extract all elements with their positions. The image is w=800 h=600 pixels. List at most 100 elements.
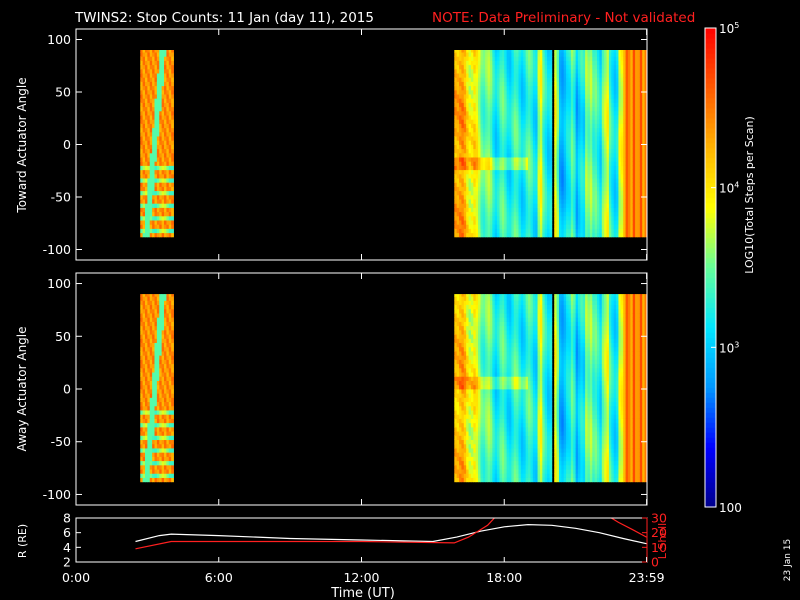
heatmap-cell bbox=[168, 393, 172, 398]
heatmap-cell bbox=[454, 426, 458, 432]
heatmap-cell bbox=[518, 68, 522, 74]
heatmap-cell bbox=[642, 77, 646, 82]
heatmap-cell bbox=[637, 50, 641, 53]
heatmap-cell bbox=[535, 73, 538, 78]
heatmap-cell bbox=[528, 102, 531, 108]
heatmap-cell bbox=[535, 207, 538, 213]
heatmap-cell bbox=[171, 317, 174, 322]
heatmap-cell bbox=[501, 123, 505, 129]
heatmap-cell bbox=[156, 115, 160, 120]
heatmap-cell bbox=[582, 77, 586, 82]
heatmap-cell bbox=[549, 98, 553, 103]
heatmap-cell bbox=[580, 178, 584, 183]
heatmap-cell bbox=[520, 52, 524, 57]
heatmap-cell bbox=[523, 207, 527, 213]
heatmap-cell bbox=[149, 211, 153, 217]
heatmap-cell bbox=[468, 56, 472, 61]
heatmap-cell bbox=[478, 169, 481, 175]
heatmap-cell bbox=[473, 190, 477, 196]
heatmap-cell bbox=[156, 325, 160, 331]
heatmap-cell bbox=[145, 186, 148, 192]
heatmap-cell bbox=[604, 157, 607, 162]
heatmap-cell bbox=[616, 123, 619, 129]
heatmap-cell bbox=[142, 232, 146, 238]
heatmap-cell bbox=[480, 228, 484, 234]
heatmap-cell bbox=[580, 98, 584, 103]
heatmap-cell bbox=[592, 232, 596, 238]
heatmap-cell bbox=[549, 110, 553, 116]
heatmap-cell bbox=[575, 106, 579, 112]
heatmap-cell bbox=[166, 405, 170, 411]
heatmap-cell bbox=[499, 73, 503, 78]
heatmap-cell bbox=[611, 119, 615, 124]
heatmap-cell bbox=[154, 157, 158, 162]
heatmap-cell bbox=[485, 186, 488, 192]
heatmap-cell bbox=[161, 157, 165, 162]
heatmap-cell bbox=[142, 426, 146, 432]
heatmap-cell bbox=[608, 52, 612, 57]
heatmap-cell bbox=[459, 102, 462, 108]
heatmap-cell bbox=[630, 228, 634, 234]
heatmap-cell bbox=[570, 144, 574, 150]
heatmap-cell bbox=[489, 52, 493, 57]
heatmap-cell bbox=[480, 178, 484, 183]
heatmap-cell bbox=[470, 173, 474, 179]
heatmap-cell bbox=[623, 131, 626, 137]
heatmap-cell bbox=[608, 106, 612, 112]
heatmap-cell bbox=[530, 215, 534, 221]
heatmap-cell bbox=[461, 119, 465, 124]
heatmap-cell bbox=[459, 460, 462, 466]
heatmap-cell bbox=[494, 98, 498, 103]
heatmap-cell bbox=[487, 157, 491, 162]
heatmap-cell bbox=[604, 81, 607, 87]
heatmap-cell bbox=[168, 372, 172, 377]
heatmap-cell bbox=[528, 224, 531, 229]
heatmap-cell bbox=[592, 194, 596, 200]
heatmap-cell bbox=[563, 115, 567, 120]
heatmap-cell bbox=[159, 304, 163, 310]
y-tick-label: -100 bbox=[43, 242, 71, 257]
heatmap-cell bbox=[539, 60, 543, 66]
heatmap-cell bbox=[159, 85, 163, 91]
heatmap-cell bbox=[459, 127, 462, 133]
heatmap-cell bbox=[606, 215, 610, 221]
heatmap-cell bbox=[528, 232, 531, 238]
heatmap-cell bbox=[166, 161, 170, 166]
heatmap-cell bbox=[532, 165, 536, 171]
heatmap-cell bbox=[154, 73, 158, 78]
heatmap-cell bbox=[573, 178, 577, 183]
heatmap-cell bbox=[509, 119, 512, 124]
heatmap-cell bbox=[142, 346, 146, 352]
heatmap-cell bbox=[644, 173, 648, 179]
heatmap-cell bbox=[585, 157, 588, 162]
heatmap-cell bbox=[499, 94, 503, 99]
heatmap-cell bbox=[578, 157, 581, 162]
heatmap-cell bbox=[463, 115, 467, 120]
heatmap-cell bbox=[580, 157, 584, 162]
heatmap-cell bbox=[147, 294, 151, 297]
heatmap-cell bbox=[623, 215, 626, 221]
heatmap-cell bbox=[454, 313, 458, 318]
heatmap-cell bbox=[516, 73, 519, 78]
heatmap-cell bbox=[530, 207, 534, 213]
heatmap-cell bbox=[528, 94, 531, 99]
heatmap-cell bbox=[463, 190, 467, 196]
heatmap-cell bbox=[528, 178, 531, 183]
heatmap-cell bbox=[149, 334, 153, 339]
heatmap-cell bbox=[566, 211, 569, 217]
heatmap-cell bbox=[516, 52, 519, 57]
heatmap-cell bbox=[473, 73, 477, 78]
heatmap-cell bbox=[494, 157, 498, 162]
heatmap-cell bbox=[599, 165, 603, 171]
heatmap-cell bbox=[156, 98, 160, 103]
heatmap-cell bbox=[149, 190, 153, 196]
heatmap-cell bbox=[573, 50, 577, 53]
heatmap-cell bbox=[570, 190, 574, 196]
heatmap-cell bbox=[547, 56, 550, 61]
heatmap-cell bbox=[518, 98, 522, 103]
heatmap-cell bbox=[140, 173, 144, 179]
heatmap-cell bbox=[566, 144, 569, 150]
heatmap-cell bbox=[145, 435, 148, 441]
heatmap-cell bbox=[639, 157, 643, 162]
heatmap-cell bbox=[618, 169, 622, 175]
